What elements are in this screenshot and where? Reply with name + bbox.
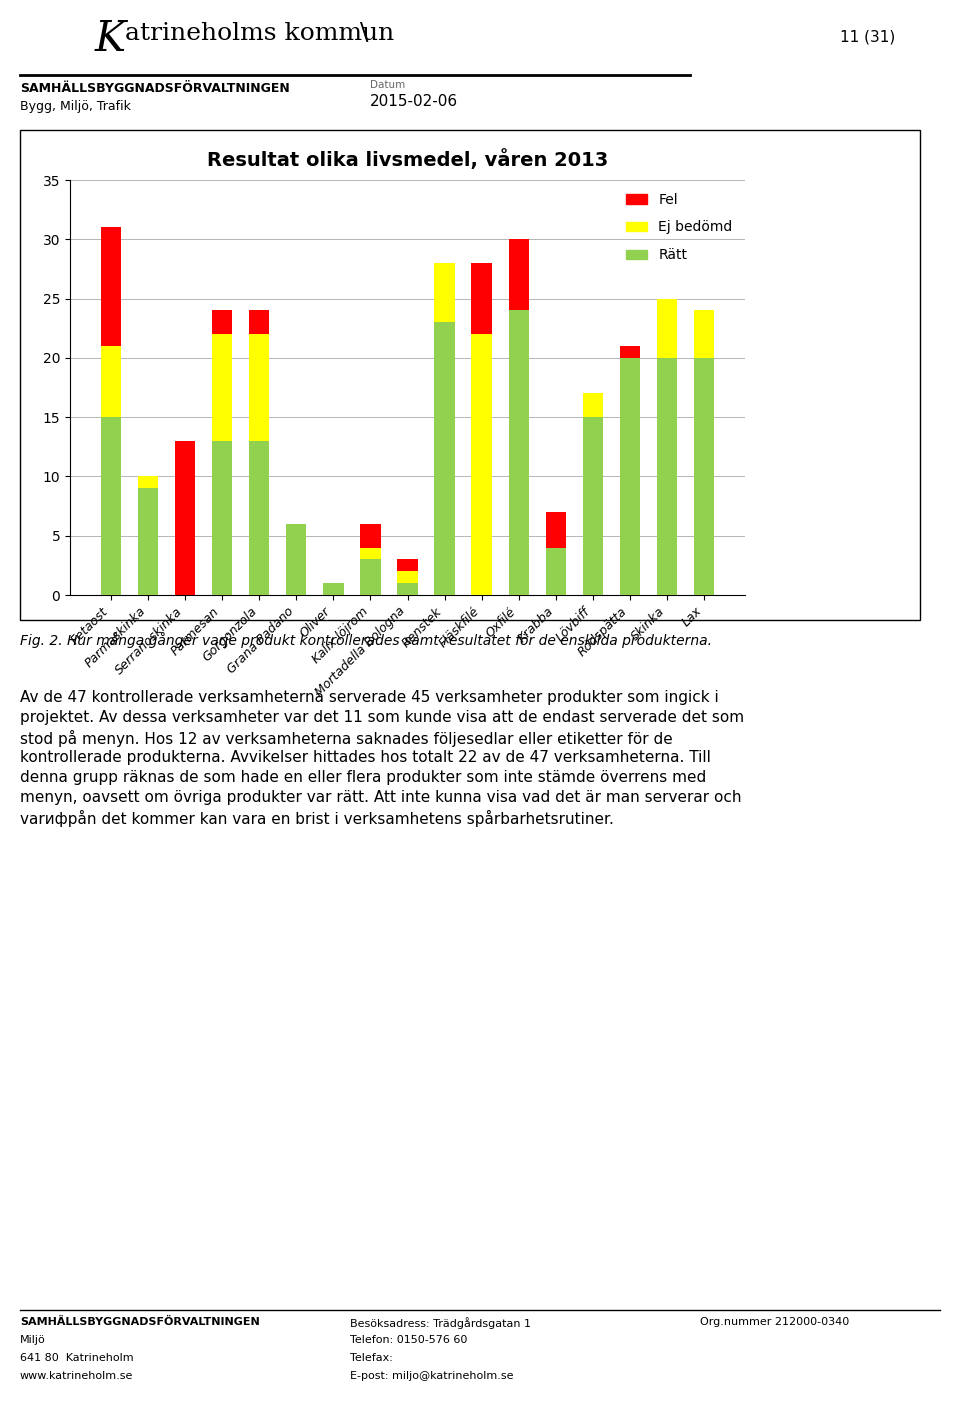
Text: denna grupp räknas de som hade en eller flera produkter som inte stämde överrens: denna grupp räknas de som hade en eller …	[20, 769, 707, 785]
Title: Resultat olika livsmedel, våren 2013: Resultat olika livsmedel, våren 2013	[206, 149, 608, 170]
Bar	[360, 524, 380, 547]
Bar	[137, 476, 158, 489]
Text: Telefon: 0150-576 60: Telefon: 0150-576 60	[350, 1335, 468, 1345]
Bar	[324, 584, 344, 595]
Text: Bygg, Miljö, Trafik: Bygg, Miljö, Trafik	[20, 101, 131, 113]
Text: menyn, oavsett om övriga produkter var rätt. Att inte kunna visa vad det är man : menyn, oavsett om övriga produkter var r…	[20, 791, 741, 805]
Text: Miljö: Miljö	[20, 1335, 46, 1345]
Text: Datum: Datum	[370, 79, 405, 91]
Text: stod på menyn. Hos 12 av verksamheterna saknades följesedlar eller etiketter för: stod på menyn. Hos 12 av verksamheterna …	[20, 730, 673, 747]
Text: SAMHÄLLSBYGGNADSFÖRVALTNINGEN: SAMHÄLLSBYGGNADSFÖRVALTNINGEN	[20, 1316, 260, 1328]
Bar	[694, 310, 714, 359]
Bar	[249, 310, 270, 334]
Bar	[509, 310, 529, 595]
Bar	[583, 417, 603, 595]
Bar	[657, 299, 677, 359]
Bar	[249, 334, 270, 441]
Bar	[397, 560, 418, 571]
Bar	[471, 334, 492, 595]
Bar	[434, 264, 455, 322]
Text: Org.nummer 212000-0340: Org.nummer 212000-0340	[700, 1316, 850, 1328]
Bar	[694, 359, 714, 595]
Bar	[397, 571, 418, 584]
Bar	[175, 441, 195, 595]
Text: 2015-02-06: 2015-02-06	[370, 94, 458, 109]
Bar	[471, 264, 492, 334]
Bar	[101, 417, 121, 595]
Bar	[212, 441, 232, 595]
Text: atrineholms kommun: atrineholms kommun	[125, 23, 395, 45]
Bar	[657, 359, 677, 595]
Text: www.katrineholm.se: www.katrineholm.se	[20, 1372, 133, 1382]
Legend: Fel, Ej bedömd, Rätt: Fel, Ej bedömd, Rätt	[621, 187, 738, 268]
Bar	[286, 524, 306, 595]
Text: Besöksadress: Trädgårdsgatan 1: Besöksadress: Trädgårdsgatan 1	[350, 1316, 531, 1329]
Text: SAMHÄLLSBYGGNADSFÖRVALTNINGEN: SAMHÄLLSBYGGNADSFÖRVALTNINGEN	[20, 82, 290, 95]
Bar	[360, 560, 380, 595]
Text: kontrollerade produkterna. Avvikelser hittades hos totalt 22 av de 47 verksamhet: kontrollerade produkterna. Avvikelser hi…	[20, 750, 710, 765]
Text: 11 (31): 11 (31)	[840, 30, 896, 45]
Bar	[509, 239, 529, 310]
Bar	[434, 322, 455, 595]
Text: varифрån det kommer kan vara en brist i verksamhetens spårbarhetsrutiner.: varифрån det kommer kan vara en brist i …	[20, 811, 613, 828]
Bar	[137, 489, 158, 595]
Text: 641 80  Katrineholm: 641 80 Katrineholm	[20, 1353, 133, 1363]
Text: Telefax:: Telefax:	[350, 1353, 393, 1363]
Bar	[101, 346, 121, 417]
Bar	[101, 228, 121, 346]
Text: \: \	[360, 23, 369, 45]
Bar	[249, 441, 270, 595]
Text: projektet. Av dessa verksamheter var det 11 som kunde visa att de endast servera: projektet. Av dessa verksamheter var det…	[20, 710, 744, 726]
Bar	[212, 334, 232, 441]
Bar	[620, 346, 640, 359]
Text: K: K	[95, 18, 126, 60]
Text: Fig. 2. Hur många gånger varje produkt kontrollerades samt resultatet för de ens: Fig. 2. Hur många gånger varje produkt k…	[20, 632, 712, 648]
Bar	[545, 512, 566, 547]
Bar	[620, 359, 640, 595]
Bar	[545, 547, 566, 595]
Text: E-post: miljo@katrineholm.se: E-post: miljo@katrineholm.se	[350, 1372, 514, 1382]
Bar	[212, 310, 232, 334]
Bar	[360, 547, 380, 560]
Bar	[583, 394, 603, 417]
Bar	[397, 584, 418, 595]
Text: Av de 47 kontrollerade verksamheterna serverade 45 verksamheter produkter som in: Av de 47 kontrollerade verksamheterna se…	[20, 690, 719, 706]
